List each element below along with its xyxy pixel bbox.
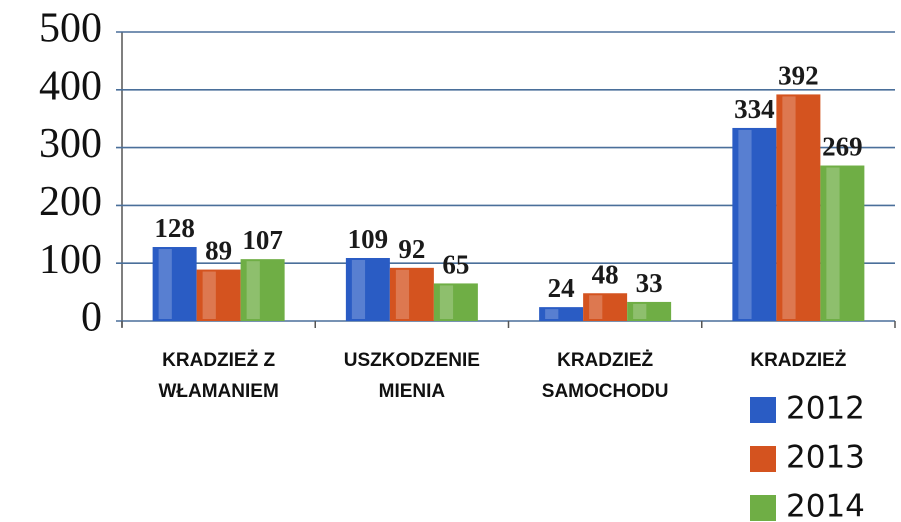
value-label: 89 [205, 236, 232, 266]
bar [820, 165, 865, 321]
legend-label: 2014 [786, 489, 865, 522]
value-label: 24 [548, 273, 575, 303]
bar-highlight [246, 261, 260, 319]
legend-swatch [750, 397, 776, 423]
bar [196, 269, 241, 321]
bar-highlight [439, 285, 454, 319]
bar-highlight [633, 303, 647, 319]
bar-highlight [545, 309, 559, 319]
y-tick-label: 0 [81, 295, 102, 341]
y-tick-label: 400 [39, 63, 102, 109]
value-label: 92 [398, 234, 425, 264]
legend-label: 2013 [786, 440, 865, 476]
bar-highlight [202, 271, 216, 319]
bar [732, 127, 777, 321]
y-tick-label: 100 [39, 237, 102, 283]
value-label: 392 [778, 60, 819, 90]
bar [583, 293, 628, 321]
x-tick-label: USZKODZENIE MIENIA [343, 350, 480, 402]
y-tick-label: 200 [39, 179, 102, 225]
bar-highlight [589, 295, 603, 319]
value-label: 65 [442, 249, 469, 279]
value-label: 33 [636, 268, 663, 298]
x-tick-label: KRADZIEŻ Z WŁAMANIEM [158, 350, 279, 402]
value-label: 109 [348, 224, 389, 254]
value-label: 48 [592, 259, 619, 289]
bar [776, 94, 821, 321]
y-tick-label: 500 [39, 6, 102, 52]
value-label: 107 [242, 225, 283, 255]
value-label: 334 [734, 94, 775, 124]
bar [345, 257, 390, 321]
value-label: 269 [822, 132, 863, 162]
x-tick-label: KRADZIEŻ SAMOCHODU [541, 350, 669, 402]
legend-swatch [750, 446, 776, 472]
bar-highlight [738, 129, 752, 319]
bar [240, 259, 285, 321]
bar-highlight [782, 96, 796, 319]
legend-label: 2012 [786, 391, 865, 427]
bar [152, 247, 197, 321]
bar [627, 301, 672, 321]
x-tick-label: KRADZIEŻ [750, 350, 847, 371]
bar [539, 307, 584, 321]
bar-highlight [826, 167, 840, 319]
bar [433, 283, 478, 321]
bar [389, 267, 434, 321]
bar-highlight [158, 249, 172, 319]
y-tick-label: 300 [39, 121, 102, 167]
bar-highlight [351, 259, 366, 319]
legend-swatch [750, 495, 776, 521]
value-label: 128 [154, 213, 195, 243]
bar-highlight [395, 269, 410, 319]
